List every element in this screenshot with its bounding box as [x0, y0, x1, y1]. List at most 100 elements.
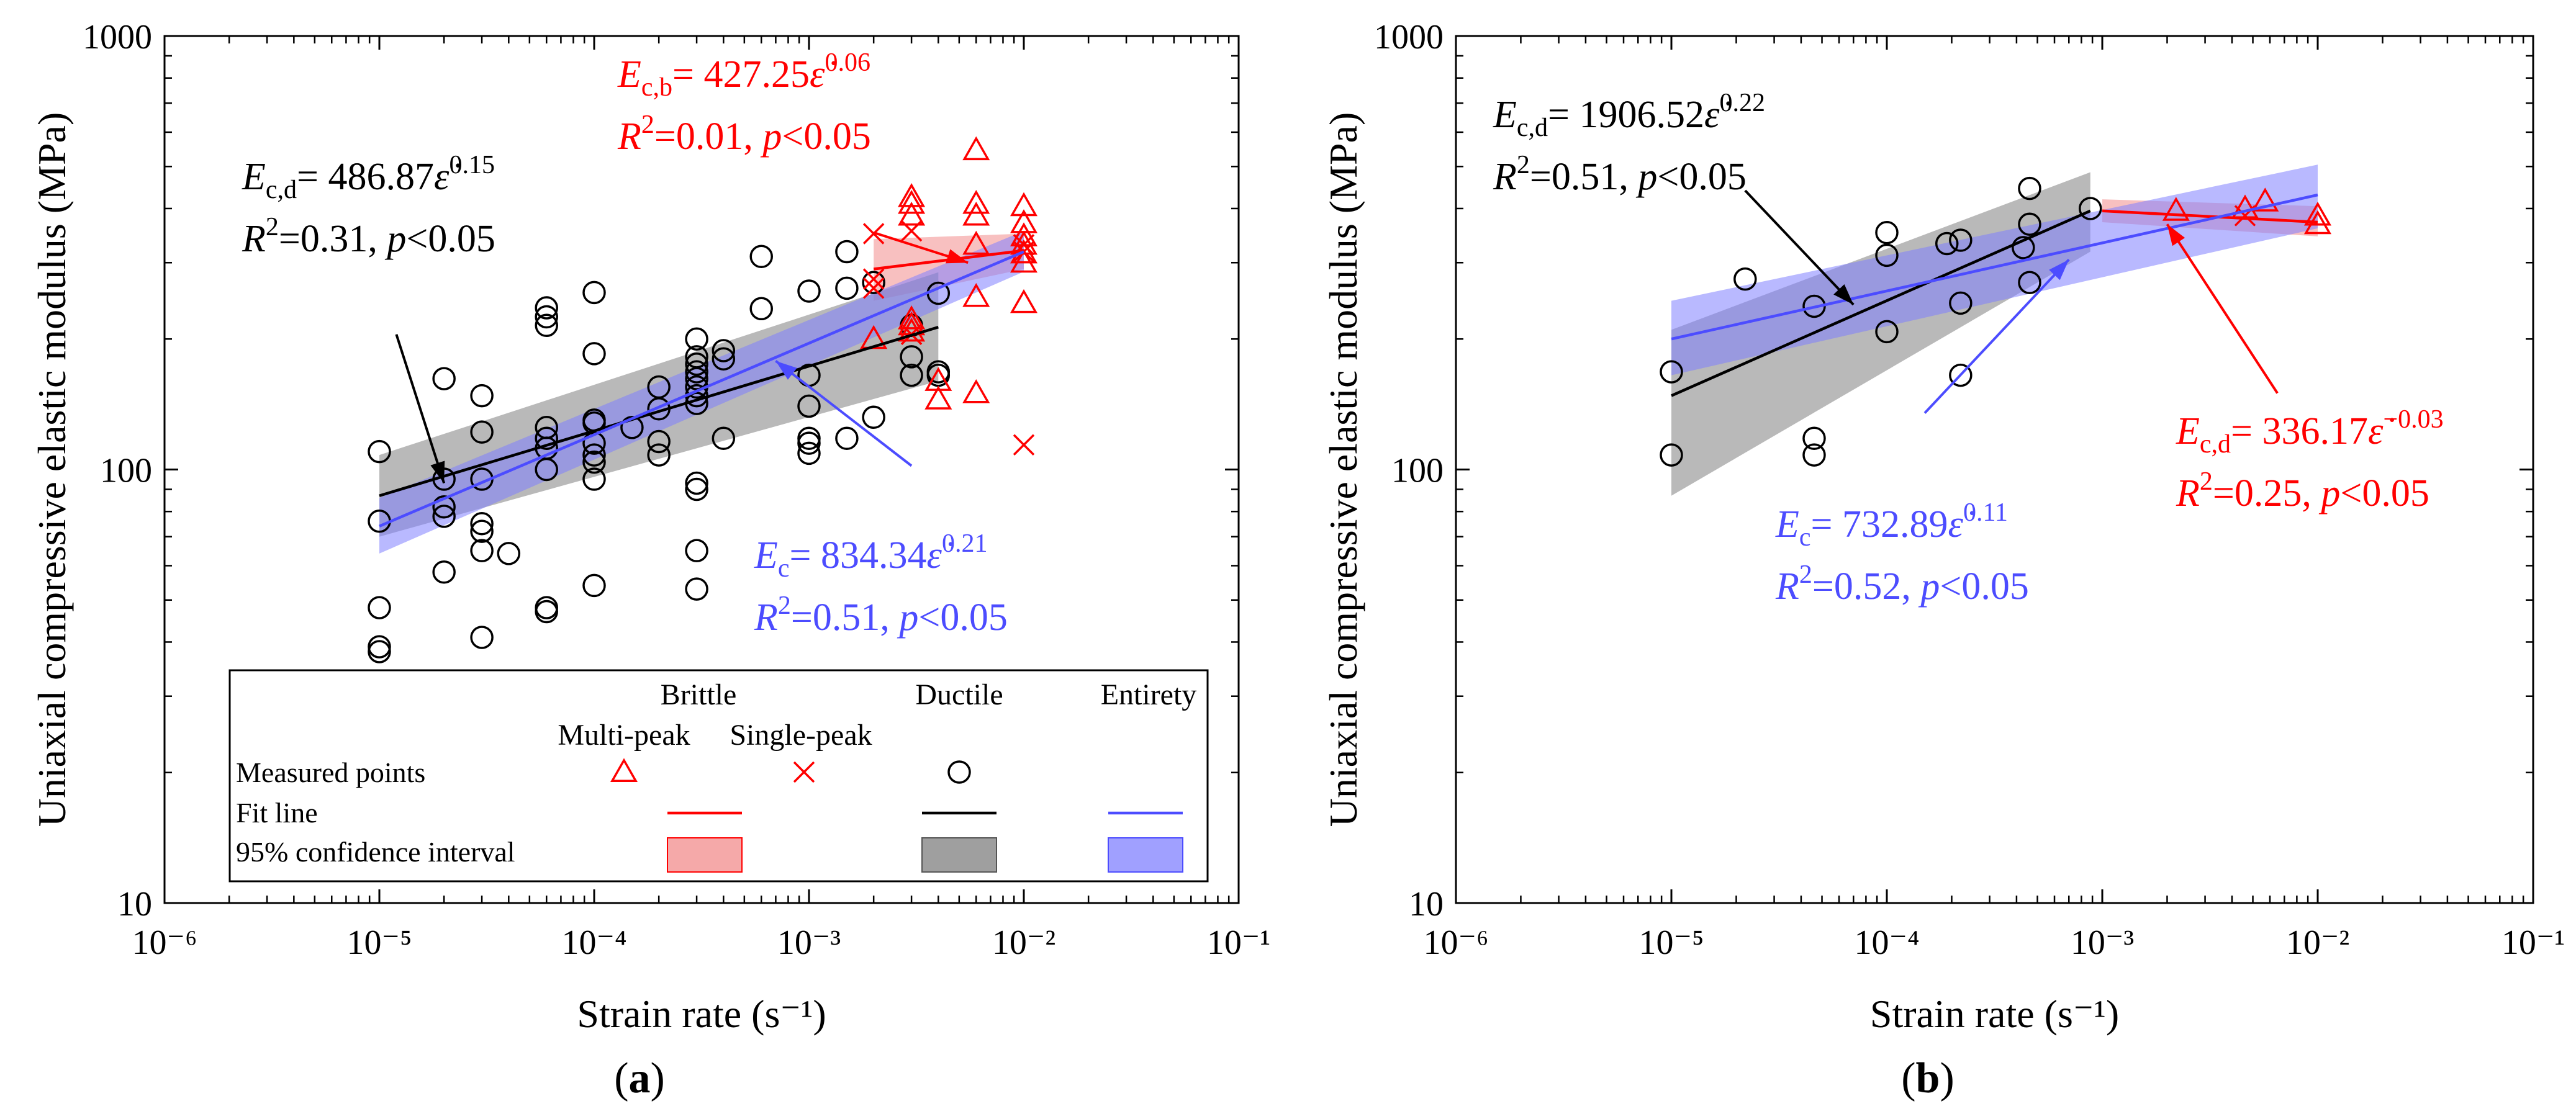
multi-peak-point — [898, 305, 926, 330]
multi-peak-point — [962, 283, 990, 307]
ductile-point — [432, 505, 456, 528]
legend-group-label: Ductile — [915, 678, 1003, 711]
multi-peak-point — [924, 367, 952, 391]
ductile-point — [368, 439, 391, 464]
confidence-band-entirety-fit — [379, 231, 1024, 554]
multi-peak-point — [2303, 202, 2332, 226]
ductile-point — [1875, 243, 1899, 267]
legend-subgroup-label: Multi-peak — [558, 719, 690, 752]
ductile-point — [470, 512, 494, 536]
ductile-point — [862, 405, 885, 429]
multi-peak-point — [898, 202, 926, 226]
ductile-point — [835, 240, 859, 264]
x-tick-label: 10⁻⁴ — [561, 924, 626, 962]
legend-confidence-swatch — [1108, 837, 1183, 873]
ductile-point — [685, 367, 708, 390]
ductile-point — [685, 352, 708, 376]
fit-line-ductile-fit — [379, 325, 939, 497]
ductile-point — [535, 426, 558, 451]
single-peak-point — [862, 268, 885, 290]
ductile-point — [2018, 212, 2041, 236]
y-tick-label: 100 — [100, 452, 152, 490]
y-tick-label: 100 — [1391, 452, 1444, 490]
annotation-arrow-head — [775, 361, 797, 380]
x-tick-label: 10⁻⁴ — [1854, 924, 1919, 962]
annotation-arrow-line — [1923, 258, 2070, 414]
ductile-point — [2078, 197, 2102, 220]
ductile-point — [900, 363, 923, 387]
ductile-point — [535, 457, 558, 482]
x-tick-label: 10⁻⁶ — [132, 924, 197, 962]
annotation-arrow-line — [1744, 189, 1855, 306]
fit-equation-brittle-fit: Ec,b= 427.25ε̇0.06 — [617, 48, 870, 102]
ductile-point — [749, 245, 773, 269]
legend-row-label: 95% confidence interval — [236, 836, 515, 868]
ductile-point — [797, 279, 821, 303]
multi-peak-point — [962, 379, 990, 403]
ductile-point — [2018, 176, 2041, 200]
ductile-point — [900, 345, 923, 369]
ductile-point — [582, 431, 606, 455]
ductile-point — [1802, 294, 1826, 318]
annotation-arrow-head — [430, 461, 445, 483]
ductile-point — [582, 281, 606, 305]
ductile-point — [797, 394, 821, 418]
fit-line-ductile-fit — [1671, 209, 2091, 397]
y-tick-label: 1000 — [1374, 18, 1444, 56]
fit-equation-entirety-fit: Ec= 834.34ε̇0.21 — [754, 529, 987, 583]
ductile-point — [685, 360, 708, 384]
ductile-point — [749, 297, 773, 321]
ductile-point — [432, 495, 456, 519]
multi-peak-point — [962, 136, 990, 161]
ductile-point — [712, 339, 736, 362]
legend-confidence-swatch — [921, 837, 997, 873]
x-tick-label: 10⁻⁶ — [1423, 924, 1488, 962]
y-tick-label: 10 — [117, 885, 152, 924]
panel-label: (b) — [1901, 1054, 1955, 1102]
multi-peak-point — [2251, 187, 2279, 212]
multi-peak-point — [1010, 230, 1038, 255]
multi-peak-point — [2162, 197, 2190, 221]
multi-peak-point — [1010, 248, 1038, 273]
fit-line-entirety-fit — [379, 250, 1024, 528]
x-tick-label: 10⁻³ — [2071, 924, 2134, 962]
ductile-point — [685, 477, 708, 501]
ductile-point — [1935, 231, 1959, 256]
ductile-point — [582, 443, 606, 467]
legend-single-peak-marker — [793, 761, 815, 783]
ductile-point — [368, 635, 391, 658]
ductile-point — [685, 471, 708, 495]
multi-peak-point — [962, 202, 990, 226]
ductile-point — [685, 577, 708, 601]
chart-panel-a: 10⁻⁶ 10⁻⁵ 10⁻⁴ 10⁻³ 10⁻² 10⁻¹ 10 100 1000 Strain … — [30, 18, 1270, 1102]
legend-row-label: Measured points — [236, 757, 425, 788]
x-tick-label: 10⁻¹ — [2501, 924, 2565, 962]
annotation-arrow-head — [2049, 259, 2069, 281]
x-tick-label: 10⁻² — [2286, 924, 2349, 962]
ductile-point — [1875, 320, 1899, 344]
single-peak-point — [900, 220, 923, 242]
x-axis-title: Strain rate (s⁻¹) — [577, 992, 826, 1036]
ductile-point — [497, 542, 521, 565]
x-tick-label: 10⁻¹ — [1207, 924, 1270, 962]
ductile-point — [470, 626, 494, 649]
multi-peak-point — [962, 189, 990, 214]
legend-row-label: Fit line — [236, 797, 318, 829]
ductile-point — [2018, 271, 2041, 294]
fit-equation-entirety-fit: Ec= 732.89ε̇0.11 — [1775, 498, 2008, 552]
ductile-point — [1949, 228, 1973, 252]
multi-peak-point — [924, 385, 952, 410]
ductile-point — [432, 560, 456, 584]
ductile-point — [647, 429, 671, 454]
ductile-point — [797, 441, 821, 465]
ductile-point — [797, 431, 821, 455]
ductile-point — [535, 600, 558, 624]
fit-line-brittle-fit — [2102, 209, 2318, 224]
legend-confidence-swatch — [667, 837, 743, 873]
confidence-band-entirety-fit — [1671, 164, 2318, 375]
ductile-point — [470, 519, 494, 543]
ductile-point — [685, 327, 708, 351]
fit-statistics-entirety-fit: R2=0.52, p<0.05 — [1775, 560, 2029, 608]
multi-peak-point — [898, 189, 926, 214]
